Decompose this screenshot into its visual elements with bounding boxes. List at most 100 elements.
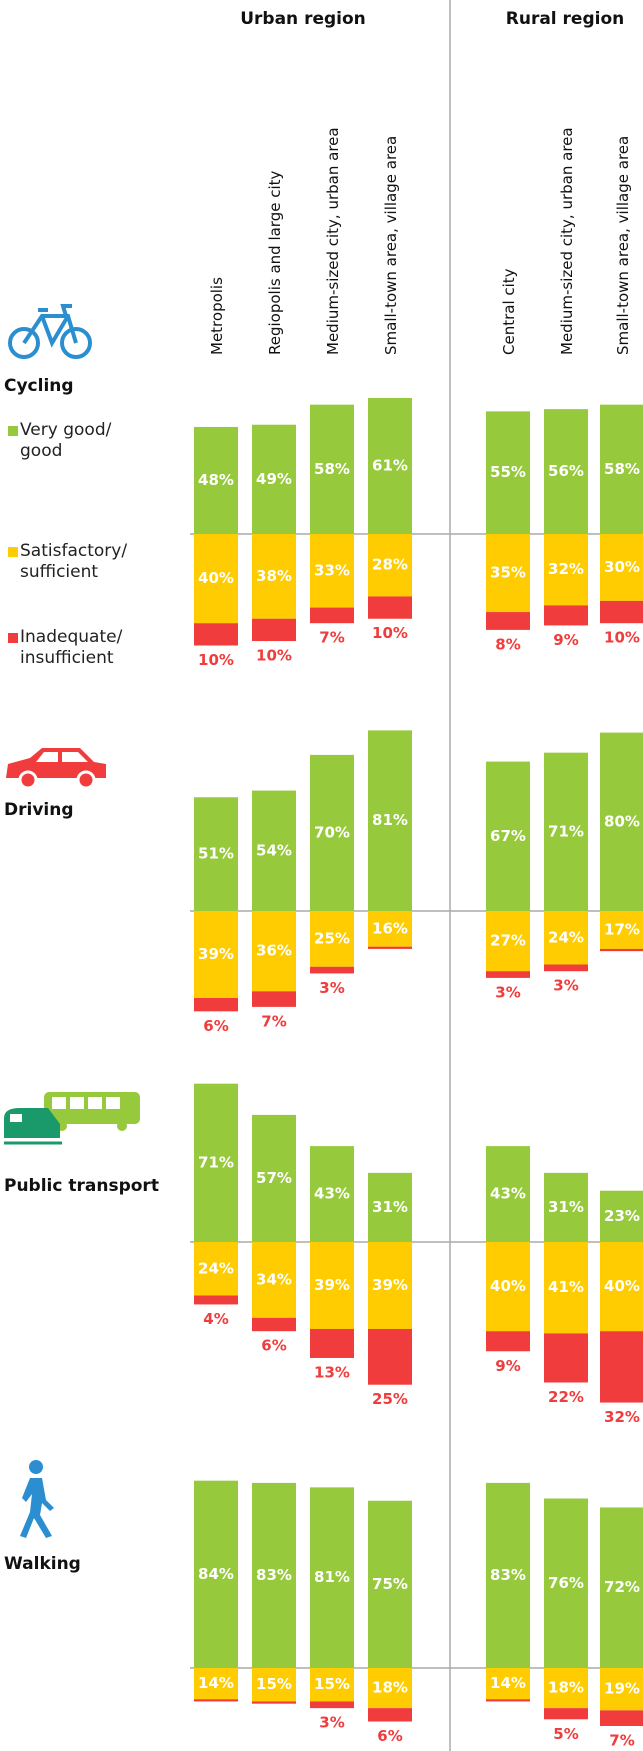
- category-label: Medium-sized city, urban area: [324, 127, 342, 355]
- value-label: 57%: [256, 1169, 292, 1187]
- bar-inadequate: [194, 623, 238, 646]
- value-label: 34%: [256, 1270, 292, 1288]
- value-label: 9%: [495, 1357, 520, 1375]
- value-label: 23%: [604, 1207, 640, 1225]
- value-label: 54%: [256, 841, 292, 859]
- value-label: 17%: [604, 920, 640, 938]
- value-label: 30%: [604, 558, 640, 576]
- value-label: 6%: [377, 1727, 402, 1745]
- value-label: 41%: [548, 1278, 584, 1296]
- value-label: 56%: [548, 462, 584, 480]
- value-label: 33%: [314, 561, 350, 579]
- value-label: 43%: [314, 1185, 350, 1203]
- value-label: 13%: [314, 1363, 350, 1381]
- value-label: 25%: [372, 1390, 408, 1408]
- value-label: 39%: [198, 945, 234, 963]
- bar-inadequate: [544, 964, 588, 972]
- value-label: 10%: [198, 651, 234, 669]
- value-label: 6%: [203, 1017, 228, 1035]
- bar-satisfactory: [368, 1668, 412, 1709]
- mode-label: Walking: [4, 1554, 81, 1574]
- value-label: 32%: [604, 1408, 640, 1426]
- bar-satisfactory: [252, 1668, 296, 1702]
- bar-good: [544, 1498, 588, 1668]
- walk-icon: [20, 1460, 54, 1538]
- value-label: 4%: [203, 1310, 228, 1328]
- value-label: 9%: [553, 631, 578, 649]
- value-label: 71%: [548, 822, 584, 840]
- value-label: 36%: [256, 942, 292, 960]
- value-label: 39%: [372, 1276, 408, 1294]
- category-label: Regiopolis and large city: [266, 170, 284, 355]
- value-label: 18%: [372, 1679, 408, 1697]
- value-label: 14%: [198, 1674, 234, 1692]
- value-label: 24%: [548, 928, 584, 946]
- bar-good: [486, 1482, 530, 1668]
- value-label: 40%: [604, 1277, 640, 1295]
- bar-satisfactory: [194, 1242, 238, 1296]
- bar-inadequate: [368, 1328, 412, 1385]
- bar-good: [194, 426, 238, 534]
- value-label: 16%: [372, 919, 408, 937]
- value-label: 55%: [490, 463, 526, 481]
- value-label: 83%: [490, 1566, 526, 1584]
- bar-good: [310, 1487, 354, 1668]
- bar-good: [486, 761, 530, 911]
- bar-good: [600, 732, 643, 911]
- value-label: 31%: [372, 1198, 408, 1216]
- bar-satisfactory: [544, 1668, 588, 1709]
- bar-satisfactory: [600, 1242, 643, 1332]
- bar-inadequate: [252, 618, 296, 642]
- value-label: 7%: [319, 629, 344, 647]
- legend-swatch: [8, 426, 18, 436]
- category-label: Small-town area, village area: [614, 136, 632, 355]
- bar-inadequate: [600, 948, 643, 952]
- region-title: Urban region: [240, 9, 366, 29]
- value-label: 7%: [261, 1012, 286, 1030]
- value-label: 5%: [553, 1725, 578, 1743]
- bar-inadequate: [310, 607, 354, 624]
- bar-good: [600, 404, 643, 534]
- value-label: 49%: [256, 470, 292, 488]
- bar-inadequate: [544, 1708, 588, 1720]
- bar-inadequate: [486, 971, 530, 978]
- category-label: Metropolis: [208, 277, 226, 355]
- mode-label: Driving: [4, 800, 74, 820]
- bar-satisfactory: [310, 534, 354, 608]
- value-label: 61%: [372, 456, 408, 474]
- bar-inadequate: [252, 991, 296, 1007]
- value-label: 15%: [314, 1675, 350, 1693]
- bar-good: [368, 1172, 412, 1242]
- bar-good: [310, 1146, 354, 1242]
- mode-label: Public transport: [4, 1176, 159, 1196]
- bar-inadequate: [194, 1295, 238, 1305]
- transport-icon: [4, 1092, 140, 1145]
- bar-inadequate: [194, 997, 238, 1012]
- bar-good: [544, 1172, 588, 1242]
- bar-satisfactory: [310, 1242, 354, 1329]
- bar-satisfactory: [194, 911, 238, 998]
- bar-inadequate: [310, 966, 354, 974]
- bar-satisfactory: [368, 534, 412, 597]
- value-label: 15%: [256, 1675, 292, 1693]
- bar-satisfactory: [544, 911, 588, 965]
- value-label: 19%: [604, 1680, 640, 1698]
- bar-good: [252, 424, 296, 534]
- bar-satisfactory: [252, 911, 296, 992]
- value-label: 39%: [314, 1276, 350, 1294]
- bar-good: [368, 1500, 412, 1668]
- legend-swatch: [8, 547, 18, 557]
- value-label: 10%: [372, 624, 408, 642]
- value-label: 72%: [604, 1578, 640, 1596]
- value-label: 3%: [495, 983, 520, 1001]
- bar-satisfactory: [600, 911, 643, 949]
- bar-inadequate: [486, 1699, 530, 1702]
- bar-satisfactory: [486, 1242, 530, 1332]
- value-label: 75%: [372, 1575, 408, 1593]
- bar-inadequate: [368, 596, 412, 619]
- bar-good: [310, 404, 354, 534]
- bar-good: [544, 752, 588, 911]
- mode-label: Cycling: [4, 376, 74, 396]
- bar-inadequate: [486, 1331, 530, 1352]
